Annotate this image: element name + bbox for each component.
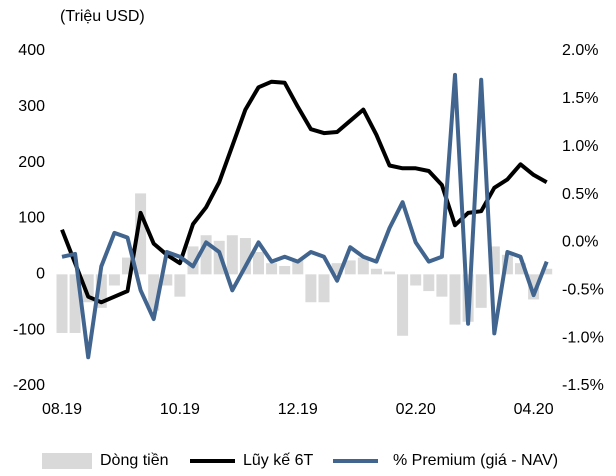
x-tick-label: 08.19	[42, 401, 82, 418]
bar	[344, 260, 356, 275]
bar	[436, 274, 448, 297]
bar	[397, 274, 409, 336]
x-tick-label: 02.20	[396, 401, 436, 418]
y-tick-label: 300	[18, 98, 45, 115]
y2-tick-label: -1.5%	[562, 377, 604, 394]
legend-label: % Premium (giá - NAV)	[393, 452, 558, 469]
bar	[318, 274, 330, 303]
legend-swatch	[42, 453, 92, 469]
y2-tick-label: 0.5%	[562, 186, 598, 203]
y-axis-label: (Triệu USD)	[60, 8, 145, 25]
bar	[69, 274, 81, 333]
bar	[331, 263, 343, 275]
x-tick-label: 04.20	[514, 401, 554, 418]
y2-tick-label: 2.0%	[562, 42, 598, 59]
bar	[292, 260, 304, 275]
bar	[279, 265, 291, 275]
y-tick-label: 400	[18, 42, 45, 59]
bar	[384, 271, 395, 275]
bar	[305, 274, 317, 303]
y-tick-label: 0	[36, 266, 45, 283]
bar	[410, 274, 422, 286]
bar	[226, 235, 238, 275]
bar	[82, 274, 94, 303]
bar	[135, 193, 147, 275]
bar	[423, 274, 435, 292]
bar	[528, 274, 540, 300]
bar	[95, 274, 107, 308]
bar	[187, 246, 199, 275]
bar	[488, 246, 500, 275]
line	[61, 72, 549, 360]
y2-tick-label: -0.5%	[562, 282, 604, 299]
bar	[122, 257, 133, 275]
y2-tick-label: 1.5%	[562, 90, 598, 107]
line	[60, 79, 548, 305]
bar	[148, 274, 160, 311]
y2-tick-label: 0.0%	[562, 234, 598, 251]
bar	[108, 274, 120, 286]
bar	[239, 238, 251, 275]
y-tick-label: -100	[13, 321, 45, 338]
x-tick-label: 10.19	[160, 401, 200, 418]
x-tick-label: 12.19	[278, 401, 318, 418]
y-tick-label: 100	[18, 210, 45, 227]
bar	[174, 274, 186, 297]
legend-label: Dòng tiền	[100, 452, 169, 469]
bar	[357, 257, 369, 275]
legend-label: Lũy kế 6T	[243, 452, 313, 469]
bar	[266, 263, 278, 275]
y-tick-label: 200	[18, 154, 45, 171]
bar	[475, 274, 487, 308]
bar	[56, 274, 68, 333]
bar	[449, 274, 461, 325]
y2-tick-label: 1.0%	[562, 138, 598, 155]
bar	[541, 268, 553, 275]
y2-tick-label: -1.0%	[562, 329, 604, 346]
bar	[200, 235, 212, 275]
y-tick-label: -200	[13, 377, 45, 394]
bar	[161, 274, 173, 286]
bar	[253, 252, 264, 275]
bar	[370, 268, 382, 275]
bar	[515, 263, 526, 275]
